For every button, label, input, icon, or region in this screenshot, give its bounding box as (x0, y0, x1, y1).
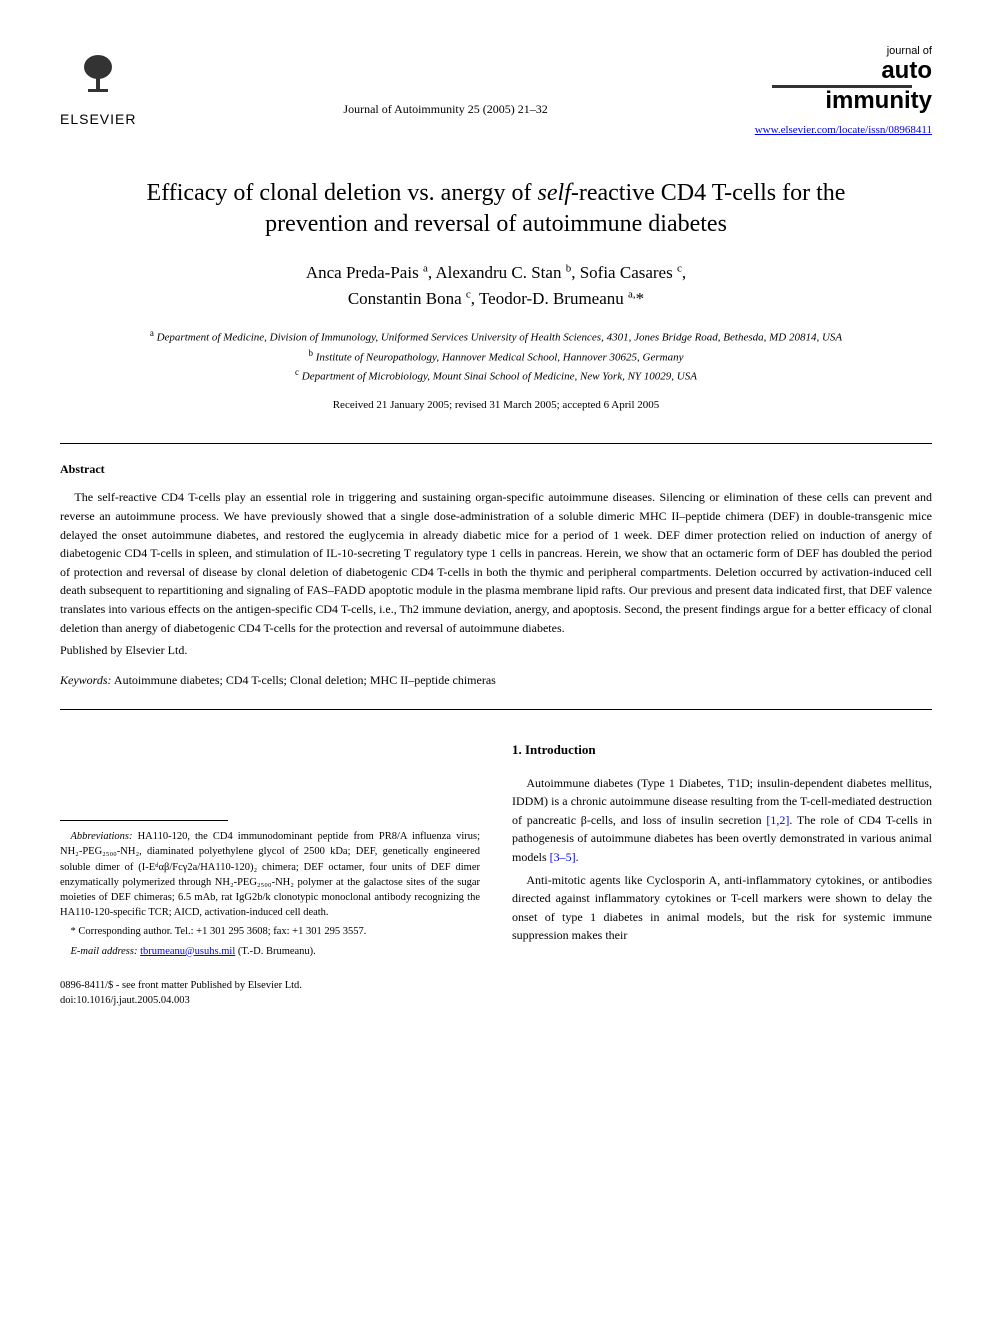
footnote-corresponding: * Corresponding author. Tel.: +1 301 295… (60, 924, 480, 939)
publisher-logo: ELSEVIER (60, 49, 136, 130)
title-pre: Efficacy of clonal deletion vs. anergy o… (147, 180, 538, 206)
abbrev-text: HA110-120, the CD4 immunodominant peptid… (60, 831, 480, 918)
journal-citation: Journal of Autoimmunity 25 (2005) 21–32 (136, 100, 754, 118)
affiliation-line: a Department of Medicine, Division of Im… (60, 327, 932, 346)
ref-link-1-2[interactable]: [1,2] (766, 813, 789, 827)
abstract-heading: Abstract (60, 460, 932, 478)
right-column: 1. Introduction Autoimmune diabetes (Typ… (512, 740, 932, 963)
abstract-published: Published by Elsevier Ltd. (60, 641, 932, 659)
two-column-layout: Abbreviations: HA110-120, the CD4 immuno… (60, 740, 932, 963)
divider-bottom (60, 709, 932, 710)
intro-para-1: Autoimmune diabetes (Type 1 Diabetes, T1… (512, 774, 932, 867)
keywords-label: Keywords: (60, 673, 112, 687)
article-dates: Received 21 January 2005; revised 31 Mar… (60, 397, 932, 414)
title-italic: self (538, 180, 571, 206)
section-heading-intro: 1. Introduction (512, 740, 932, 760)
abbrev-label: Abbreviations: (71, 831, 133, 842)
footer-doi: doi:10.1016/j.jaut.2005.04.003 (60, 994, 932, 1009)
para1-post: . (576, 850, 579, 864)
abstract-body: The self-reactive CD4 T-cells play an es… (60, 488, 932, 637)
publisher-name: ELSEVIER (60, 109, 136, 130)
article-title: Efficacy of clonal deletion vs. anergy o… (120, 178, 872, 240)
footnote-email-line: E-mail address: tbrumeanu@usuhs.mil (T.-… (60, 944, 480, 959)
keywords-text: Autoimmune diabetes; CD4 T-cells; Clonal… (112, 673, 496, 687)
footer-copyright: 0896-8411/$ - see front matter Published… (60, 979, 932, 994)
affiliation-line: c Department of Microbiology, Mount Sina… (60, 366, 932, 385)
keywords: Keywords: Autoimmune diabetes; CD4 T-cel… (60, 671, 932, 689)
journal-url-link[interactable]: www.elsevier.com/locate/issn/08968411 (755, 122, 932, 139)
author-list: Anca Preda-Pais a, Alexandru C. Stan b, … (60, 260, 932, 311)
page-header: ELSEVIER Journal of Autoimmunity 25 (200… (60, 40, 932, 138)
elsevier-tree-icon (74, 49, 122, 105)
journal-logo-line1: auto (881, 57, 932, 84)
intro-para-2: Anti-mitotic agents like Cyclosporin A, … (512, 871, 932, 945)
journal-logo-line2: immunity (825, 87, 932, 114)
footnote-rule (60, 820, 228, 821)
divider-top (60, 443, 932, 444)
journal-logo: journal of auto immunity www.elsevier.co… (755, 40, 932, 138)
footnote-abbreviations: Abbreviations: HA110-120, the CD4 immuno… (60, 829, 480, 920)
affiliations: a Department of Medicine, Division of Im… (60, 327, 932, 384)
ref-link-3-5[interactable]: [3–5] (550, 850, 576, 864)
footnote-block: Abbreviations: HA110-120, the CD4 immuno… (60, 829, 480, 959)
email-link[interactable]: tbrumeanu@usuhs.mil (140, 946, 235, 957)
email-person: (T.-D. Brumeanu). (235, 946, 316, 957)
email-label: E-mail address: (71, 946, 138, 957)
left-column: Abbreviations: HA110-120, the CD4 immuno… (60, 740, 480, 963)
page-footer: 0896-8411/$ - see front matter Published… (60, 979, 932, 1008)
journal-logo-prefix: journal of (887, 45, 932, 57)
affiliation-line: b Institute of Neuropathology, Hannover … (60, 347, 932, 366)
